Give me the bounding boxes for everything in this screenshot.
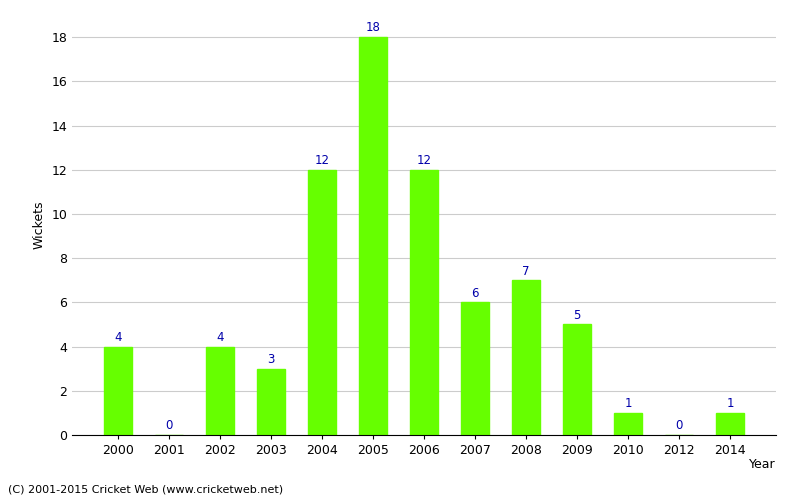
Text: 4: 4	[216, 331, 224, 344]
Bar	[104, 346, 132, 435]
Text: 0: 0	[675, 420, 682, 432]
Y-axis label: Wickets: Wickets	[33, 200, 46, 249]
Bar	[410, 170, 438, 435]
Text: 3: 3	[267, 353, 274, 366]
Bar	[563, 324, 591, 435]
Text: 12: 12	[314, 154, 330, 167]
Bar	[614, 413, 642, 435]
Text: 7: 7	[522, 264, 530, 278]
Text: Year: Year	[750, 458, 776, 470]
Text: 6: 6	[471, 286, 478, 300]
Text: 1: 1	[624, 397, 632, 410]
Text: (C) 2001-2015 Cricket Web (www.cricketweb.net): (C) 2001-2015 Cricket Web (www.cricketwe…	[8, 485, 283, 495]
Bar	[359, 37, 387, 435]
Bar	[512, 280, 540, 435]
Text: 0: 0	[166, 420, 173, 432]
Bar	[716, 413, 744, 435]
Text: 5: 5	[574, 309, 581, 322]
Bar	[206, 346, 234, 435]
Text: 4: 4	[114, 331, 122, 344]
Text: 1: 1	[726, 397, 734, 410]
Bar	[461, 302, 489, 435]
Text: 12: 12	[417, 154, 431, 167]
Bar	[308, 170, 336, 435]
Bar	[257, 368, 285, 435]
Text: 18: 18	[366, 22, 381, 35]
